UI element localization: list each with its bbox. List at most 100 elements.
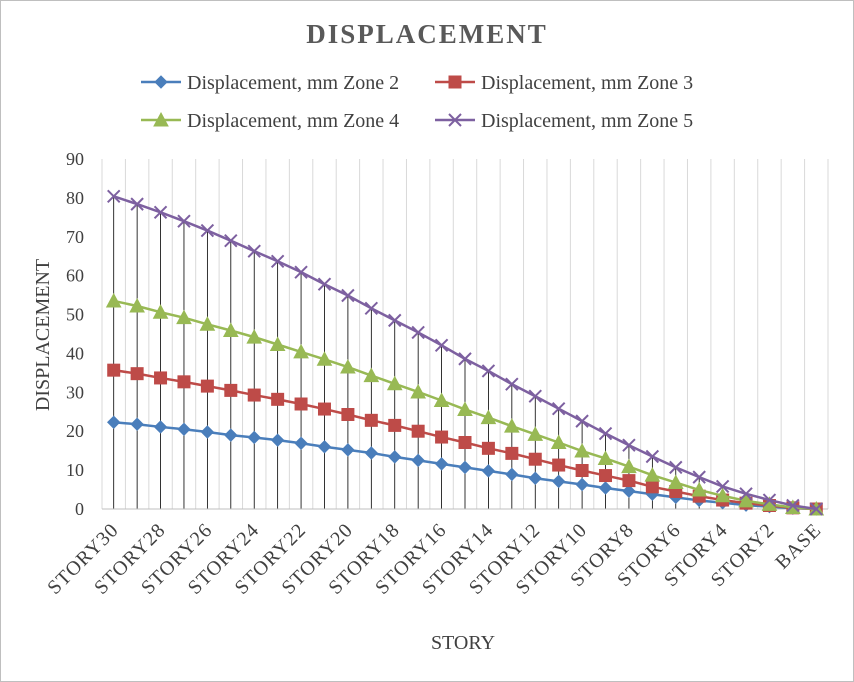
y-axis-title: DISPLACEMENT (32, 259, 54, 411)
data-point-displacement-mm-zone-4 (433, 392, 450, 407)
data-point-displacement-mm-zone-2 (458, 460, 472, 475)
y-tick-label: 20 (66, 421, 84, 441)
drop-lines (113, 196, 794, 509)
y-tick-label: 60 (66, 266, 84, 286)
legend: Displacement, mm Zone 2 Displacement, mm … (141, 72, 693, 132)
legend-item-displacement-mm-zone-2: Displacement, mm Zone 2 (141, 72, 399, 94)
legend-item-displacement-mm-zone-3: Displacement, mm Zone 3 (435, 72, 693, 94)
data-point-displacement-mm-zone-4 (316, 351, 333, 366)
data-point-displacement-mm-zone-4 (644, 467, 661, 482)
data-point-displacement-mm-zone-4 (129, 297, 145, 313)
data-point-displacement-mm-zone-4 (550, 434, 567, 449)
data-point-displacement-mm-zone-5 (528, 389, 542, 403)
data-point-displacement-mm-zone-4 (269, 336, 286, 351)
y-tick-label: 50 (66, 305, 84, 325)
data-point-displacement-mm-zone-3 (528, 452, 542, 466)
data-point-displacement-mm-zone-3 (130, 367, 144, 381)
data-point-displacement-mm-zone-2 (434, 457, 449, 471)
data-point-displacement-mm-zone-2 (224, 428, 238, 442)
data-point-displacement-mm-zone-5 (270, 254, 285, 268)
data-point-displacement-mm-zone-4 (738, 492, 754, 508)
data-point-displacement-mm-zone-4 (105, 292, 122, 308)
data-point-displacement-mm-zone-2 (551, 474, 566, 489)
data-point-displacement-mm-zone-4 (152, 304, 169, 319)
data-point-legend-displacement-mm-zone-5 (448, 113, 462, 127)
data-point-displacement-mm-zone-3 (200, 379, 214, 393)
data-point-displacement-mm-zone-5 (505, 377, 519, 391)
legend-label: Displacement, mm Zone 4 (187, 110, 399, 132)
series-displacement-mm-zone-5 (107, 189, 823, 516)
data-point-displacement-mm-zone-4 (457, 401, 473, 416)
data-point-displacement-mm-zone-5 (434, 338, 449, 352)
data-point-displacement-mm-zone-2 (622, 484, 636, 498)
data-point-displacement-mm-zone-3 (341, 408, 355, 421)
data-point-displacement-mm-zone-3 (177, 375, 191, 389)
data-point-displacement-mm-zone-3 (317, 402, 331, 416)
data-point-displacement-mm-zone-3 (458, 436, 472, 449)
data-point-displacement-mm-zone-4 (480, 409, 497, 425)
data-point-displacement-mm-zone-3 (575, 464, 589, 477)
data-point-displacement-mm-zone-3 (247, 388, 261, 402)
data-point-displacement-mm-zone-4 (667, 474, 684, 490)
data-point-displacement-mm-zone-2 (598, 481, 613, 495)
legend-label: Displacement, mm Zone 3 (481, 72, 693, 94)
data-point-displacement-mm-zone-4 (340, 359, 356, 374)
data-point-displacement-mm-zone-4 (621, 458, 637, 474)
chart-title: DISPLACEMENT (306, 19, 548, 49)
x-axis-title: STORY (431, 632, 495, 654)
data-point-displacement-mm-zone-5 (130, 197, 144, 211)
data-point-displacement-mm-zone-4 (714, 487, 731, 503)
data-point-displacement-mm-zone-2 (130, 417, 144, 431)
data-point-displacement-mm-zone-4 (386, 375, 403, 391)
data-point-displacement-mm-zone-3 (224, 383, 238, 397)
data-point-displacement-mm-zone-5 (411, 325, 425, 340)
data-point-displacement-mm-zone-5 (200, 223, 215, 238)
data-point-displacement-mm-zone-4 (222, 322, 239, 337)
y-tick-label: 70 (66, 227, 84, 247)
data-point-displacement-mm-zone-2 (247, 430, 261, 445)
data-point-displacement-mm-zone-5 (692, 470, 706, 484)
data-point-displacement-mm-zone-4 (246, 329, 263, 344)
data-point-displacement-mm-zone-4 (410, 383, 426, 399)
data-point-displacement-mm-zone-5 (575, 414, 589, 428)
data-point-displacement-mm-zone-4 (527, 426, 544, 441)
data-point-displacement-mm-zone-3 (388, 418, 402, 432)
data-point-displacement-mm-zone-4 (363, 367, 380, 383)
data-point-displacement-mm-zone-5 (786, 498, 800, 513)
data-point-legend-displacement-mm-zone-2 (154, 75, 168, 89)
legend-label: Displacement, mm Zone 5 (481, 110, 693, 132)
data-point-displacement-mm-zone-3 (107, 363, 121, 377)
data-point-displacement-mm-zone-3 (622, 474, 636, 488)
data-point-displacement-mm-zone-5 (364, 301, 379, 316)
data-point-displacement-mm-zone-3 (599, 469, 613, 483)
data-point-legend-displacement-mm-zone-3 (448, 75, 462, 89)
data-point-displacement-mm-zone-5 (388, 313, 402, 328)
x-tick-label: BASE (771, 519, 826, 574)
data-point-legend-displacement-mm-zone-4 (153, 111, 169, 127)
data-point-displacement-mm-zone-2 (294, 436, 308, 450)
data-point-displacement-mm-zone-4 (574, 443, 590, 458)
data-point-displacement-mm-zone-5 (739, 487, 753, 501)
data-point-displacement-mm-zone-3 (154, 371, 168, 385)
data-point-displacement-mm-zone-3 (435, 430, 449, 444)
data-point-displacement-mm-zone-3 (552, 458, 566, 472)
data-point-displacement-mm-zone-4 (504, 418, 520, 433)
data-point-displacement-mm-zone-3 (271, 392, 285, 406)
y-tick-label: 0 (75, 499, 84, 519)
legend-item-displacement-mm-zone-4: Displacement, mm Zone 4 (141, 110, 399, 132)
data-point-displacement-mm-zone-5 (598, 426, 613, 441)
y-tick-label: 90 (66, 149, 84, 169)
data-point-displacement-mm-zone-5 (645, 449, 660, 464)
data-point-displacement-mm-zone-5 (458, 352, 472, 366)
data-point-displacement-mm-zone-3 (645, 480, 659, 494)
data-point-displacement-mm-zone-2 (481, 464, 496, 478)
data-point-displacement-mm-zone-3 (364, 413, 378, 427)
y-tick-label: 10 (66, 460, 84, 480)
data-point-displacement-mm-zone-2 (200, 425, 215, 439)
data-point-displacement-mm-zone-5 (341, 288, 355, 303)
data-point-displacement-mm-zone-5 (177, 214, 191, 228)
y-tick-label: 40 (66, 343, 84, 363)
data-point-displacement-mm-zone-2 (341, 443, 355, 457)
data-point-displacement-mm-zone-5 (107, 189, 121, 204)
